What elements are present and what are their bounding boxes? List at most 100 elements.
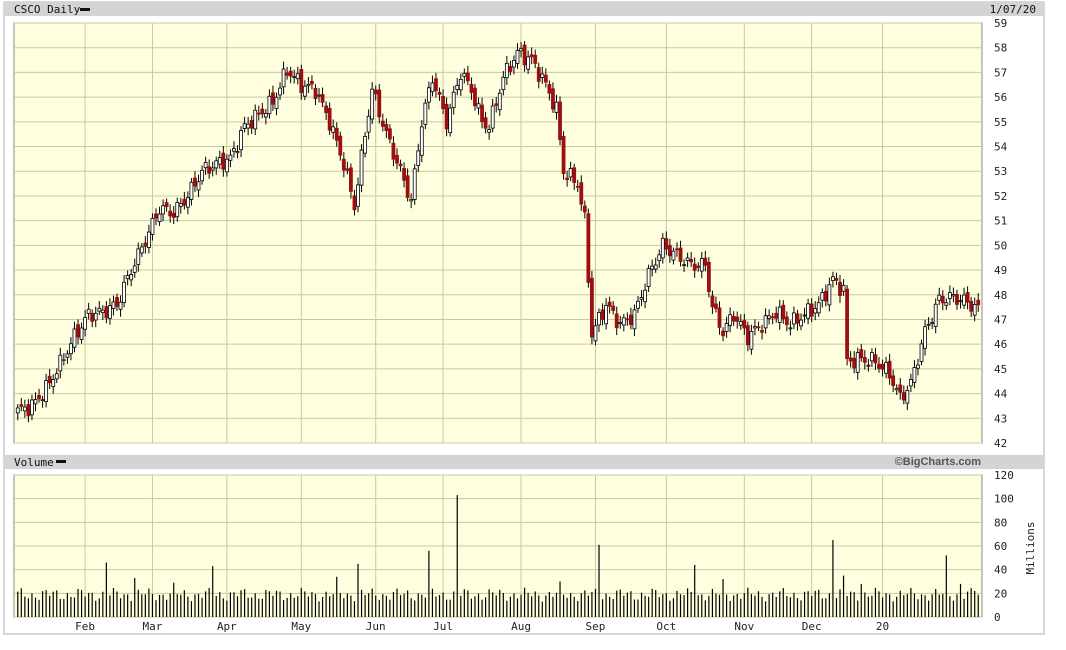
candle-body	[731, 315, 736, 322]
candle-body	[806, 303, 811, 319]
price-tick-label: 48	[994, 289, 1007, 302]
candle-body	[685, 257, 690, 262]
candle-body	[320, 94, 325, 103]
candle-body	[870, 352, 874, 362]
candle-body	[295, 73, 300, 80]
candle-body	[767, 315, 772, 319]
candle-body	[412, 168, 417, 200]
candle-body	[618, 322, 623, 324]
candle-body	[916, 364, 920, 369]
candle-body	[823, 290, 828, 302]
candle-body	[210, 167, 215, 171]
candle-body	[547, 84, 552, 94]
candle-body	[334, 127, 339, 141]
candle-body	[434, 78, 438, 92]
candle-body	[792, 312, 796, 325]
volume-tick-label: 120	[994, 469, 1014, 482]
candle-body	[774, 312, 779, 319]
candle-body	[108, 305, 112, 319]
price-candles	[15, 41, 981, 423]
candle-body	[646, 268, 651, 287]
candle-body	[763, 315, 768, 329]
candle-body	[65, 353, 70, 358]
candle-body	[267, 95, 272, 115]
candle-body	[214, 160, 219, 169]
candle-body	[597, 312, 601, 326]
candle-body	[678, 247, 683, 262]
candle-body	[831, 276, 835, 281]
price-tick-label: 43	[994, 412, 1007, 425]
candle-body	[175, 202, 180, 218]
candle-body	[894, 388, 899, 391]
candle-body	[338, 135, 343, 156]
candle-body	[607, 301, 612, 307]
x-tick-label: Sep	[586, 620, 606, 633]
candle-body	[200, 169, 204, 182]
candle-body	[593, 325, 598, 342]
candle-body	[317, 94, 321, 97]
candle-body	[384, 124, 389, 131]
candle-body	[373, 89, 378, 95]
candle-body	[912, 367, 917, 383]
candle-body	[90, 312, 95, 322]
candle-body	[575, 185, 580, 188]
candle-body	[735, 316, 740, 322]
volume-tick-label: 80	[994, 516, 1007, 529]
price-tick-label: 58	[994, 42, 1007, 55]
candle-body	[852, 357, 857, 369]
candle-body	[79, 327, 84, 340]
candle-body	[37, 394, 41, 400]
candle-body	[699, 258, 704, 272]
candle-body	[692, 263, 697, 271]
candle-body	[600, 309, 605, 320]
candle-body	[572, 167, 577, 183]
price-tick-label: 46	[994, 338, 1007, 351]
candle-body	[629, 314, 633, 325]
candle-body	[799, 319, 803, 327]
candle-body	[487, 129, 492, 133]
candle-body	[749, 330, 754, 350]
candle-body	[955, 294, 959, 305]
candle-body	[582, 205, 587, 213]
candle-body	[366, 115, 371, 133]
candle-body	[667, 245, 672, 257]
candle-body	[359, 149, 364, 186]
price-tick-label: 47	[994, 313, 1007, 326]
candle-body	[147, 231, 151, 248]
candle-body	[349, 167, 353, 192]
candle-body	[345, 168, 350, 171]
candle-body	[770, 316, 775, 319]
candle-body	[72, 328, 77, 348]
candle-body	[887, 360, 892, 379]
candle-body	[395, 154, 399, 164]
candle-body	[44, 380, 49, 402]
candle-body	[809, 303, 814, 317]
candle-body	[940, 295, 945, 304]
candle-body	[660, 237, 665, 259]
x-tick-label: Jul	[433, 620, 453, 633]
candle-body	[873, 354, 878, 364]
price-tick-label: 50	[994, 239, 1007, 252]
candle-body	[402, 168, 406, 181]
candle-body	[341, 158, 346, 171]
candle-body	[419, 126, 424, 156]
candle-body	[586, 213, 591, 283]
candle-body	[58, 354, 63, 372]
candle-body	[919, 343, 924, 362]
candle-body	[228, 154, 233, 161]
candle-body	[706, 261, 711, 292]
candle-body	[944, 302, 949, 306]
volume-tick-label: 100	[994, 493, 1014, 506]
candle-body	[625, 318, 630, 321]
candle-body	[185, 197, 190, 208]
candle-body	[398, 163, 403, 167]
candle-body	[313, 88, 318, 100]
candle-body	[444, 103, 449, 130]
candle-body	[497, 92, 502, 111]
candle-body	[388, 128, 392, 140]
price-y-axis: 42 43 44 45 46 47 48 49 50 51 52 53 54 55 56 57 58 59	[994, 17, 1008, 450]
candle-body	[494, 103, 499, 106]
candle-body	[122, 281, 126, 304]
candle-body	[143, 242, 148, 247]
price-plot-area	[13, 22, 983, 444]
